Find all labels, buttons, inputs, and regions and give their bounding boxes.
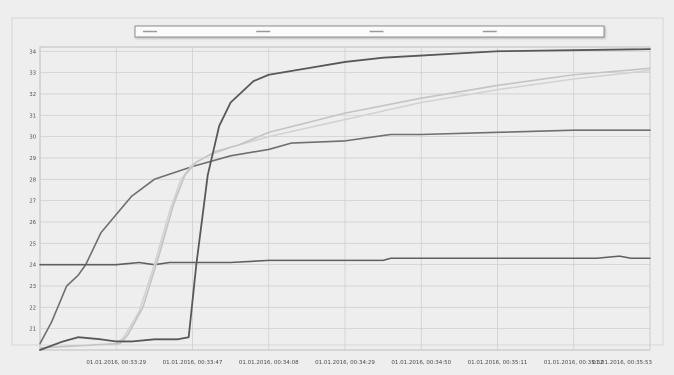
y-tick-label: 34 (29, 49, 36, 55)
series-layer (39, 48, 651, 351)
x-tick-label: 01.01.2016, 00:34:50 (391, 360, 451, 366)
y-tick-label: 22 (29, 305, 36, 311)
x-tick-label: 01.01.2016, 00:33:47 (163, 360, 223, 366)
y-tick-label: 23 (29, 284, 36, 290)
series-line-5 (39, 48, 651, 351)
y-tick-label: 31 (29, 113, 36, 119)
legend (134, 25, 605, 38)
y-tick-label: 32 (29, 92, 36, 98)
y-tick-label: 30 (29, 135, 36, 141)
x-tick-label: 01.01.2016, 00:35:11 (468, 360, 528, 366)
chart-frame (11, 17, 664, 346)
x-tick-label: 01.01.2016, 00:35:32 (544, 360, 604, 366)
y-tick-label: 33 (29, 71, 36, 77)
x-tick-label: 01.01.2016, 00:34:29 (315, 360, 375, 366)
y-tick-label: 25 (29, 241, 36, 247)
x-tick-label: 01.01.2016, 00:33:29 (86, 360, 146, 366)
y-tick-label: 24 (29, 263, 36, 269)
y-tick-label: 26 (29, 220, 36, 226)
x-axis-ticks: 01.01.2016, 00:33:29 01.01.2016, 00:33:47… (86, 360, 652, 366)
y-axis-ticks: 21 22 23 24 25 26 27 28 29 30 31 32 33 34 (29, 49, 36, 332)
x-tick-label: 01.01.2016, 00:34:08 (239, 360, 299, 366)
series-line-2 (39, 255, 651, 266)
y-tick-label: 29 (29, 156, 36, 162)
y-tick-label: 27 (29, 199, 36, 205)
series-line-4 (39, 67, 651, 349)
y-tick-label: 28 (29, 177, 36, 183)
x-tick-label: 01.01.2016, 00:35:53 (592, 360, 652, 366)
y-tick-label: 21 (29, 327, 36, 333)
